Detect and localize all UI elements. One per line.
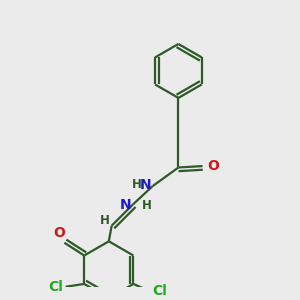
Text: N: N — [120, 198, 131, 212]
Text: O: O — [53, 226, 65, 240]
Text: Cl: Cl — [48, 280, 63, 294]
Text: O: O — [208, 159, 220, 173]
Text: Cl: Cl — [152, 284, 167, 298]
Text: H: H — [142, 199, 152, 212]
Text: N: N — [140, 178, 152, 191]
Text: H: H — [100, 214, 110, 227]
Text: H: H — [132, 178, 142, 191]
